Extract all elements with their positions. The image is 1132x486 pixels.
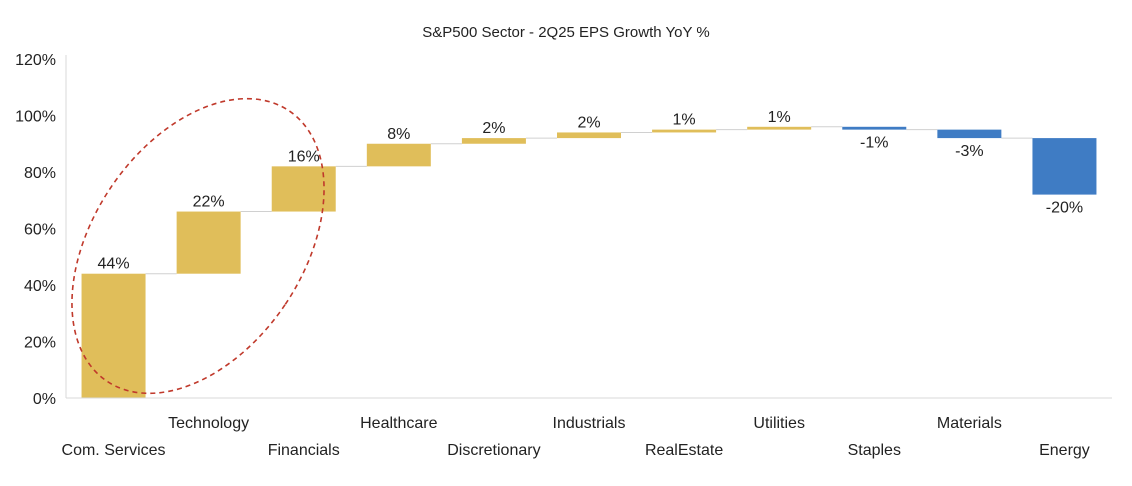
data-label: -1%: [860, 135, 888, 152]
category-label: Healthcare: [360, 415, 437, 432]
bar-healthcare: [366, 143, 431, 167]
bar-com-services: [81, 273, 146, 398]
y-tick-label: 100%: [15, 109, 56, 126]
y-tick-label: 80%: [24, 165, 56, 182]
data-label: 8%: [387, 126, 410, 143]
data-label: 1%: [768, 109, 791, 126]
y-tick-label: 0%: [33, 391, 56, 408]
bar-industrials: [557, 132, 621, 139]
category-label: Com. Services: [62, 442, 166, 459]
bar-discretionary: [461, 138, 526, 144]
data-label: 16%: [288, 148, 320, 165]
category-label: Materials: [937, 415, 1002, 432]
y-tick-label: 120%: [15, 52, 56, 69]
chart-title: S&P500 Sector - 2Q25 EPS Growth YoY %: [422, 24, 709, 41]
y-axis: 0% 20% 40% 60% 80% 100% 120%: [15, 52, 67, 408]
bar-realestate: [652, 129, 717, 133]
data-label: 1%: [673, 112, 696, 129]
data-label: -3%: [955, 143, 983, 160]
category-label: Utilities: [753, 415, 805, 432]
bar-technology: [176, 211, 241, 274]
data-label: 2%: [577, 114, 600, 131]
data-label: 2%: [482, 120, 505, 137]
category-label: Technology: [168, 415, 249, 432]
bar-staples: [842, 126, 907, 130]
bar-materials: [937, 129, 1002, 139]
data-label: -20%: [1046, 200, 1083, 217]
category-label: Industrials: [553, 415, 626, 432]
category-label: Discretionary: [447, 442, 540, 459]
bar-energy: [1032, 138, 1097, 195]
bar-utilities: [747, 126, 812, 130]
category-label: Financials: [268, 442, 340, 459]
data-label: 44%: [98, 256, 130, 273]
data-label: 22%: [193, 194, 225, 211]
category-label: Staples: [848, 442, 901, 459]
connector-lines: [145, 126, 1033, 275]
bars: [81, 126, 1097, 398]
data-labels: 44% 22% 16% 8% 2% 2% 1% 1% -1% -3% -20%: [98, 109, 1084, 273]
category-label: Energy: [1039, 442, 1090, 459]
y-tick-label: 40%: [24, 278, 56, 295]
y-tick-label: 20%: [24, 335, 56, 352]
bar-financials: [271, 166, 336, 212]
category-label: RealEstate: [645, 442, 723, 459]
y-tick-label: 60%: [24, 222, 56, 239]
